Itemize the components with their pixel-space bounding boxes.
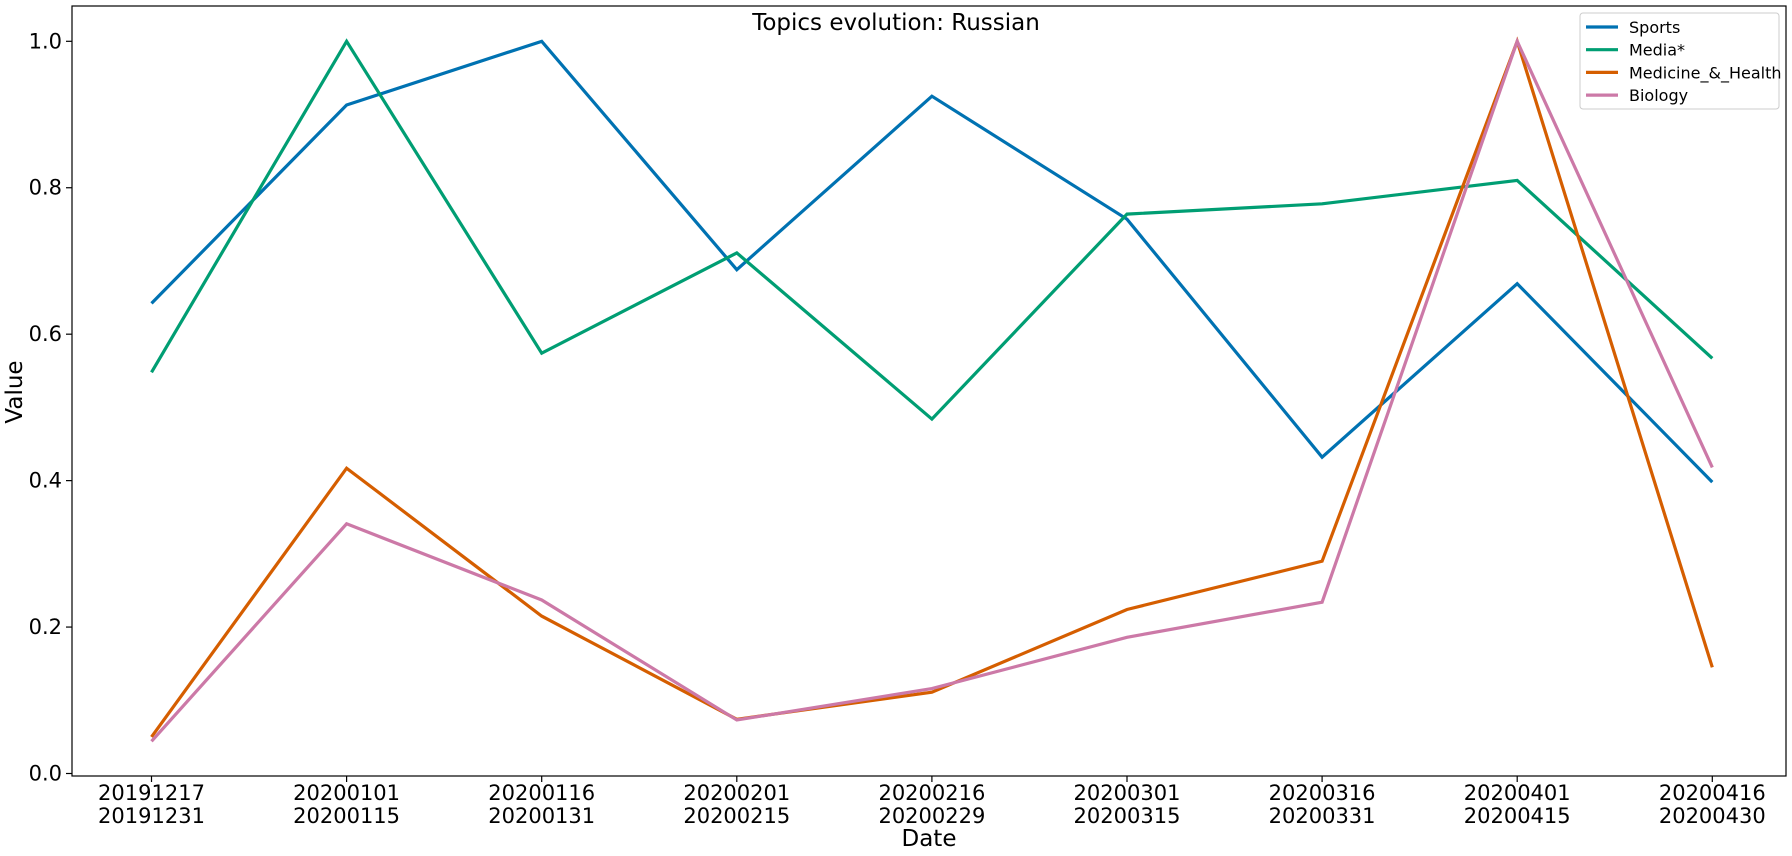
chart-title: Topics evolution: Russian — [751, 10, 1040, 36]
x-tick-label: 20200401 — [1464, 781, 1571, 805]
x-tick-label: 20200331 — [1269, 804, 1376, 828]
x-tick-label: 20200316 — [1269, 781, 1376, 805]
legend-label: Biology — [1629, 86, 1688, 105]
x-tick-label: 20200116 — [488, 781, 595, 805]
series-line-media- — [150, 38, 1714, 422]
legend: Sports Media* Medicine_&_Health Biology — [1579, 12, 1782, 110]
series-lines — [150, 36, 1714, 743]
x-tick-label: 20200301 — [1074, 781, 1181, 805]
plot-area — [71, 5, 1787, 777]
x-tick-label: 20200416 — [1659, 781, 1766, 805]
x-axis-label: Date — [902, 826, 957, 852]
x-tick-label: 20191231 — [98, 804, 205, 828]
y-axis: 0.0 0.2 0.4 0.6 0.8 1.0 — [29, 29, 72, 786]
y-tick-label: 1.0 — [29, 29, 62, 53]
series-line-sports — [150, 39, 1714, 484]
x-tick-label: 20200101 — [293, 781, 400, 805]
legend-label: Sports — [1629, 18, 1680, 37]
y-axis-label: Value — [2, 360, 28, 423]
legend-box — [1579, 12, 1780, 110]
x-tick-label: 20200115 — [293, 804, 400, 828]
legend-label: Medicine_&_Health — [1629, 63, 1782, 83]
x-tick-label: 20200229 — [878, 804, 985, 828]
legend-label: Media* — [1629, 41, 1685, 60]
y-tick-label: 0.4 — [29, 469, 62, 493]
y-tick-label: 0.2 — [29, 615, 62, 639]
y-tick-label: 0.6 — [29, 322, 62, 346]
x-tick-label: 20191217 — [98, 781, 205, 805]
x-tick-label: 20200201 — [683, 781, 790, 805]
x-tick-label: 20200430 — [1659, 804, 1766, 828]
y-tick-label: 0.0 — [29, 762, 62, 786]
x-tick-label: 20200415 — [1464, 804, 1571, 828]
series-line-medicine-health — [150, 36, 1714, 738]
x-tick-label: 20200315 — [1074, 804, 1181, 828]
y-tick-label: 0.8 — [29, 176, 62, 200]
series-line-biology — [150, 37, 1714, 743]
x-tick-label: 20200216 — [878, 781, 985, 805]
x-tick-label: 20200131 — [488, 804, 595, 828]
x-tick-label: 20200215 — [683, 804, 790, 828]
